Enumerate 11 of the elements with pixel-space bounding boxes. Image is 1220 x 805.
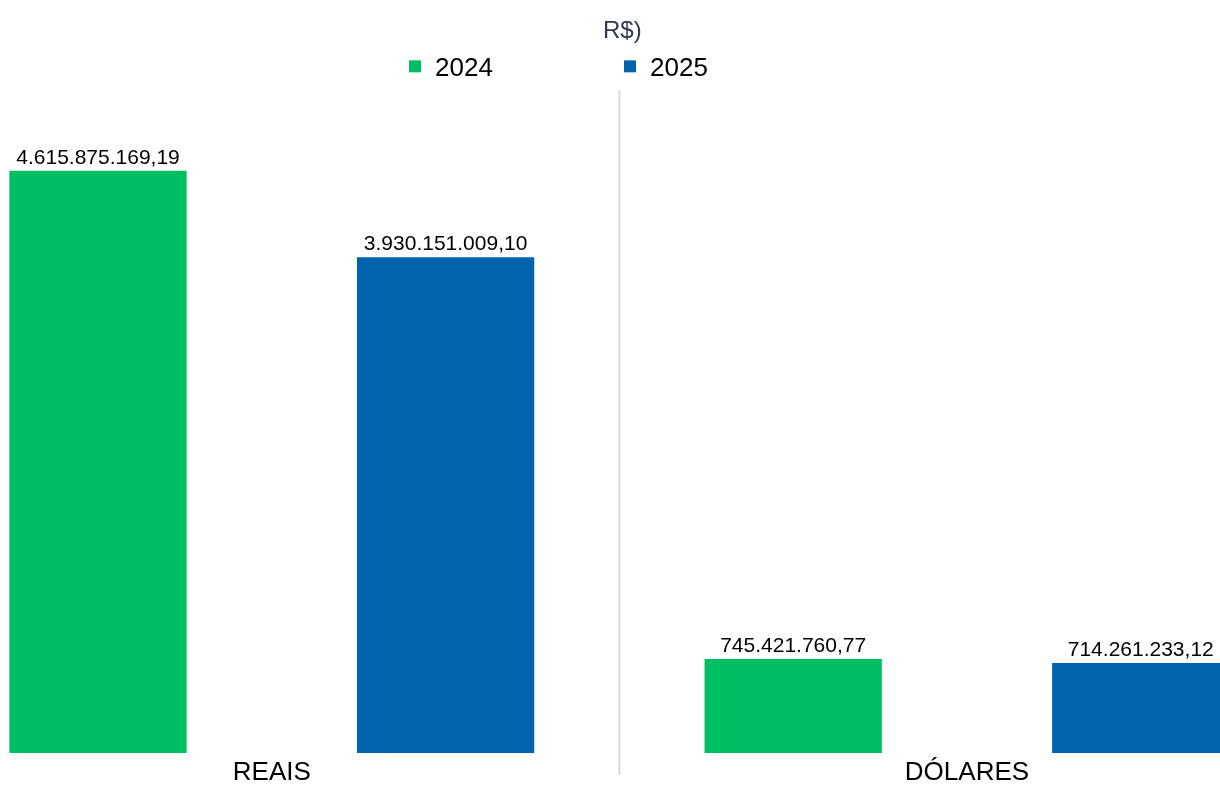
- legend-label: 2025: [650, 52, 708, 83]
- data-label: 4.615.875.169,19: [16, 144, 180, 168]
- data-label: 3.930.151.009,10: [363, 231, 528, 255]
- legend-label: 2024: [435, 52, 493, 83]
- data-label: 714.261.233,12: [1067, 636, 1214, 660]
- x-tick-label: REAIS: [232, 756, 311, 786]
- bar: [9, 170, 187, 753]
- x-tick-label: DÓLARES: [904, 756, 1030, 786]
- text: R$): [603, 16, 642, 43]
- bar: [704, 658, 882, 753]
- data-label: 745.421.760,77: [720, 632, 867, 656]
